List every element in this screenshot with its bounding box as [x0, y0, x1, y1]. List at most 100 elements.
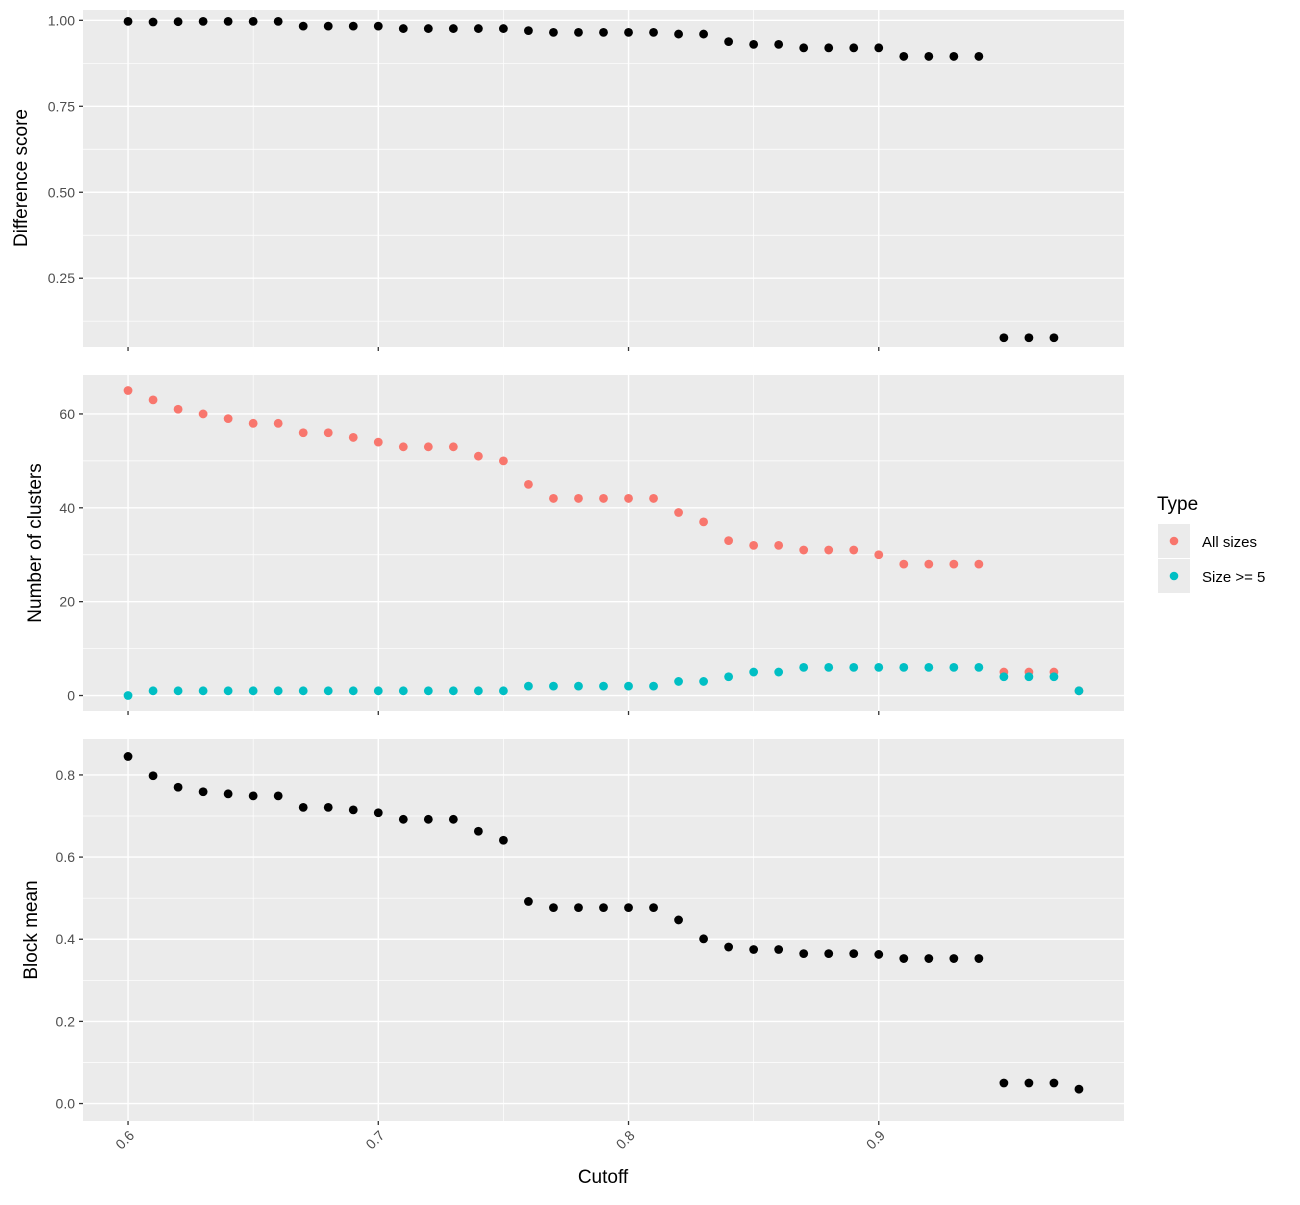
y-axis-title-block-mean: Block mean	[21, 880, 42, 979]
y-tick-label-difference-score: 1.00	[48, 12, 75, 28]
data-point-all-sizes	[599, 494, 608, 503]
data-point-difference-score	[749, 39, 759, 49]
data-point-all-sizes	[524, 479, 533, 489]
data-point-difference-score	[674, 29, 683, 39]
data-point-size-5	[223, 686, 233, 696]
data-point-size-5	[448, 686, 458, 696]
data-point-difference-score	[499, 24, 508, 33]
data-point-size-5	[999, 672, 1009, 682]
data-point-block-mean	[724, 942, 734, 952]
data-point-size-5	[273, 686, 283, 696]
data-point-difference-score	[649, 27, 658, 37]
data-point-difference-score	[899, 52, 909, 61]
data-point-size-5	[348, 686, 358, 696]
data-point-all-sizes	[423, 442, 433, 452]
data-point-block-mean	[849, 949, 859, 959]
data-point-all-sizes	[448, 442, 458, 452]
y-tick-label-difference-score: 0.50	[48, 184, 75, 200]
data-point-difference-score	[849, 43, 859, 53]
data-point-size-5	[499, 686, 508, 696]
data-point-all-sizes	[499, 456, 508, 466]
data-point-all-sizes	[123, 386, 133, 395]
data-point-size-5	[724, 672, 734, 682]
data-point-block-mean	[223, 789, 233, 799]
panel-background-block-mean	[83, 739, 1124, 1121]
y-axis-title-number-of-clusters: Number of clusters	[25, 463, 46, 622]
data-point-difference-score	[724, 37, 734, 47]
data-point-all-sizes	[398, 442, 408, 452]
data-point-difference-score	[599, 27, 608, 37]
data-point-size-5	[599, 681, 608, 691]
data-point-difference-score	[473, 24, 483, 33]
data-point-size-5	[323, 686, 333, 696]
data-point-block-mean	[473, 826, 483, 836]
data-point-difference-score	[373, 21, 383, 31]
data-point-difference-score	[123, 16, 133, 26]
legend-label-all-sizes: All sizes	[1202, 534, 1257, 551]
data-point-block-mean	[499, 835, 508, 845]
data-point-difference-score	[624, 27, 633, 37]
data-point-size-5	[574, 681, 583, 691]
data-point-size-5	[248, 686, 258, 696]
data-point-size-5	[1049, 672, 1059, 682]
data-point-difference-score	[949, 52, 959, 61]
data-point-size-5	[398, 686, 408, 696]
data-point-size-5	[1024, 672, 1034, 682]
data-point-block-mean	[1074, 1084, 1084, 1094]
data-point-all-sizes	[373, 437, 383, 447]
panel-background-difference-score	[83, 10, 1124, 347]
data-point-block-mean	[148, 771, 158, 781]
panel-background-number-of-clusters	[83, 375, 1124, 711]
data-point-block-mean	[549, 903, 558, 913]
data-point-difference-score	[423, 24, 433, 33]
data-point-block-mean	[448, 814, 458, 824]
data-point-all-sizes	[348, 433, 358, 442]
data-point-difference-score	[974, 52, 984, 61]
data-point-difference-score	[348, 21, 358, 31]
data-point-all-sizes	[148, 395, 158, 405]
data-point-size-5	[198, 686, 208, 696]
data-point-all-sizes	[849, 545, 859, 555]
data-point-difference-score	[699, 29, 708, 39]
data-point-block-mean	[398, 814, 408, 824]
data-point-block-mean	[1024, 1078, 1034, 1088]
data-point-size-5	[974, 662, 984, 672]
data-point-all-sizes	[674, 508, 683, 517]
data-point-difference-score	[999, 333, 1009, 343]
data-point-difference-score	[1049, 333, 1059, 343]
data-point-all-sizes	[549, 494, 558, 503]
data-point-size-5	[774, 667, 784, 677]
y-tick-label-block-mean: 0.0	[56, 1096, 76, 1112]
panel-number-of-clusters: 0 20 40 60	[59, 375, 1124, 715]
data-point-difference-score	[198, 16, 208, 26]
data-point-all-sizes	[824, 545, 834, 555]
data-point-block-mean	[749, 945, 759, 954]
data-point-all-sizes	[323, 428, 333, 438]
data-point-size-5	[549, 681, 558, 691]
data-point-difference-score	[574, 27, 583, 37]
legend-key-size-5	[1169, 571, 1179, 581]
data-point-block-mean	[924, 954, 934, 963]
data-point-size-5	[849, 662, 859, 672]
data-point-all-sizes	[749, 540, 759, 550]
data-point-block-mean	[373, 808, 383, 818]
data-point-difference-score	[874, 43, 884, 53]
y-tick-label-number-of-clusters: 40	[59, 500, 75, 516]
data-point-size-5	[373, 686, 383, 696]
y-axis-title-difference-score: Difference score	[11, 109, 32, 247]
data-point-difference-score	[824, 43, 834, 53]
data-point-size-5	[423, 686, 433, 696]
data-point-size-5	[1074, 686, 1084, 696]
data-point-difference-score	[323, 21, 333, 31]
data-point-block-mean	[273, 791, 283, 801]
data-point-all-sizes	[799, 545, 809, 555]
data-point-block-mean	[248, 791, 258, 801]
data-point-all-sizes	[649, 494, 658, 503]
y-tick-label-block-mean: 0.8	[56, 767, 76, 783]
data-point-difference-score	[448, 24, 458, 33]
data-point-size-5	[123, 691, 133, 700]
data-point-block-mean	[949, 954, 959, 963]
data-point-all-sizes	[473, 451, 483, 461]
data-point-block-mean	[774, 945, 784, 954]
